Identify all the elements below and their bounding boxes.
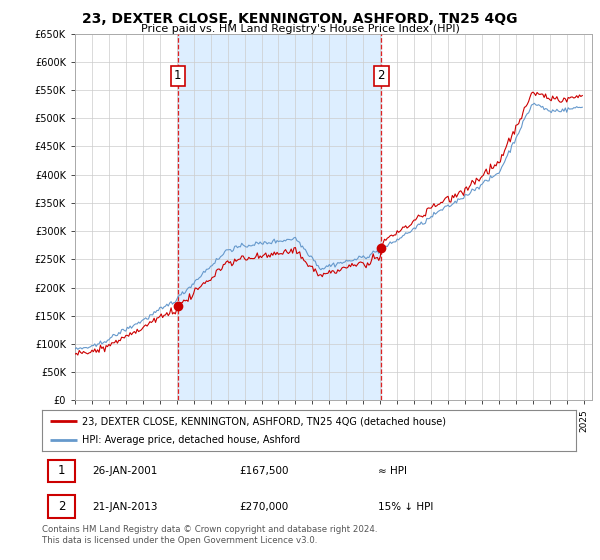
Text: £270,000: £270,000 [239, 502, 289, 512]
Text: Contains HM Land Registry data © Crown copyright and database right 2024.
This d: Contains HM Land Registry data © Crown c… [42, 525, 377, 545]
Bar [178, 34, 382, 400]
Text: 23, DEXTER CLOSE, KENNINGTON, ASHFORD, TN25 4QG: 23, DEXTER CLOSE, KENNINGTON, ASHFORD, T… [82, 12, 518, 26]
FancyBboxPatch shape [49, 460, 75, 482]
Text: £167,500: £167,500 [239, 466, 289, 476]
Text: 2: 2 [377, 69, 385, 82]
Text: 1: 1 [174, 69, 182, 82]
FancyBboxPatch shape [49, 496, 75, 518]
Text: 15% ↓ HPI: 15% ↓ HPI [379, 502, 434, 512]
Text: 21-JAN-2013: 21-JAN-2013 [93, 502, 158, 512]
Text: HPI: Average price, detached house, Ashford: HPI: Average price, detached house, Ashf… [82, 435, 300, 445]
Text: 26-JAN-2001: 26-JAN-2001 [93, 466, 158, 476]
Text: 23, DEXTER CLOSE, KENNINGTON, ASHFORD, TN25 4QG (detached house): 23, DEXTER CLOSE, KENNINGTON, ASHFORD, T… [82, 417, 446, 426]
Text: 1: 1 [58, 464, 65, 478]
Text: Price paid vs. HM Land Registry's House Price Index (HPI): Price paid vs. HM Land Registry's House … [140, 24, 460, 34]
Text: ≈ HPI: ≈ HPI [379, 466, 407, 476]
Text: 2: 2 [58, 500, 65, 513]
